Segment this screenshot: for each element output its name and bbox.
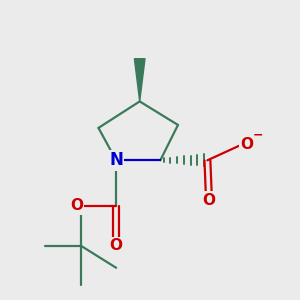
Polygon shape (134, 59, 145, 101)
Text: −: − (253, 128, 263, 141)
Text: O: O (110, 238, 123, 253)
Text: O: O (241, 136, 254, 152)
Text: O: O (70, 198, 83, 213)
Text: N: N (109, 151, 123, 169)
Text: O: O (202, 193, 215, 208)
